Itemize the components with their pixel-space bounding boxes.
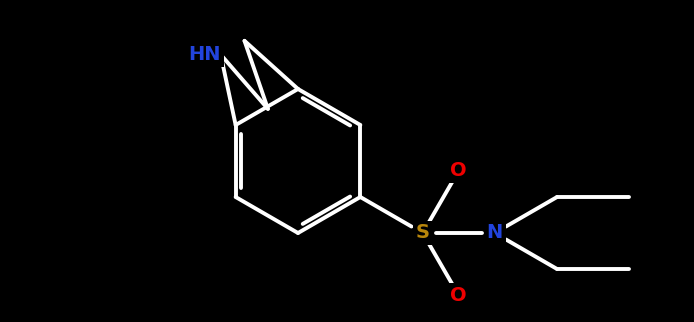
Text: O: O — [450, 161, 467, 180]
Text: O: O — [450, 286, 467, 305]
Text: S: S — [416, 223, 430, 242]
Text: HN: HN — [188, 45, 221, 64]
Text: N: N — [486, 223, 503, 242]
